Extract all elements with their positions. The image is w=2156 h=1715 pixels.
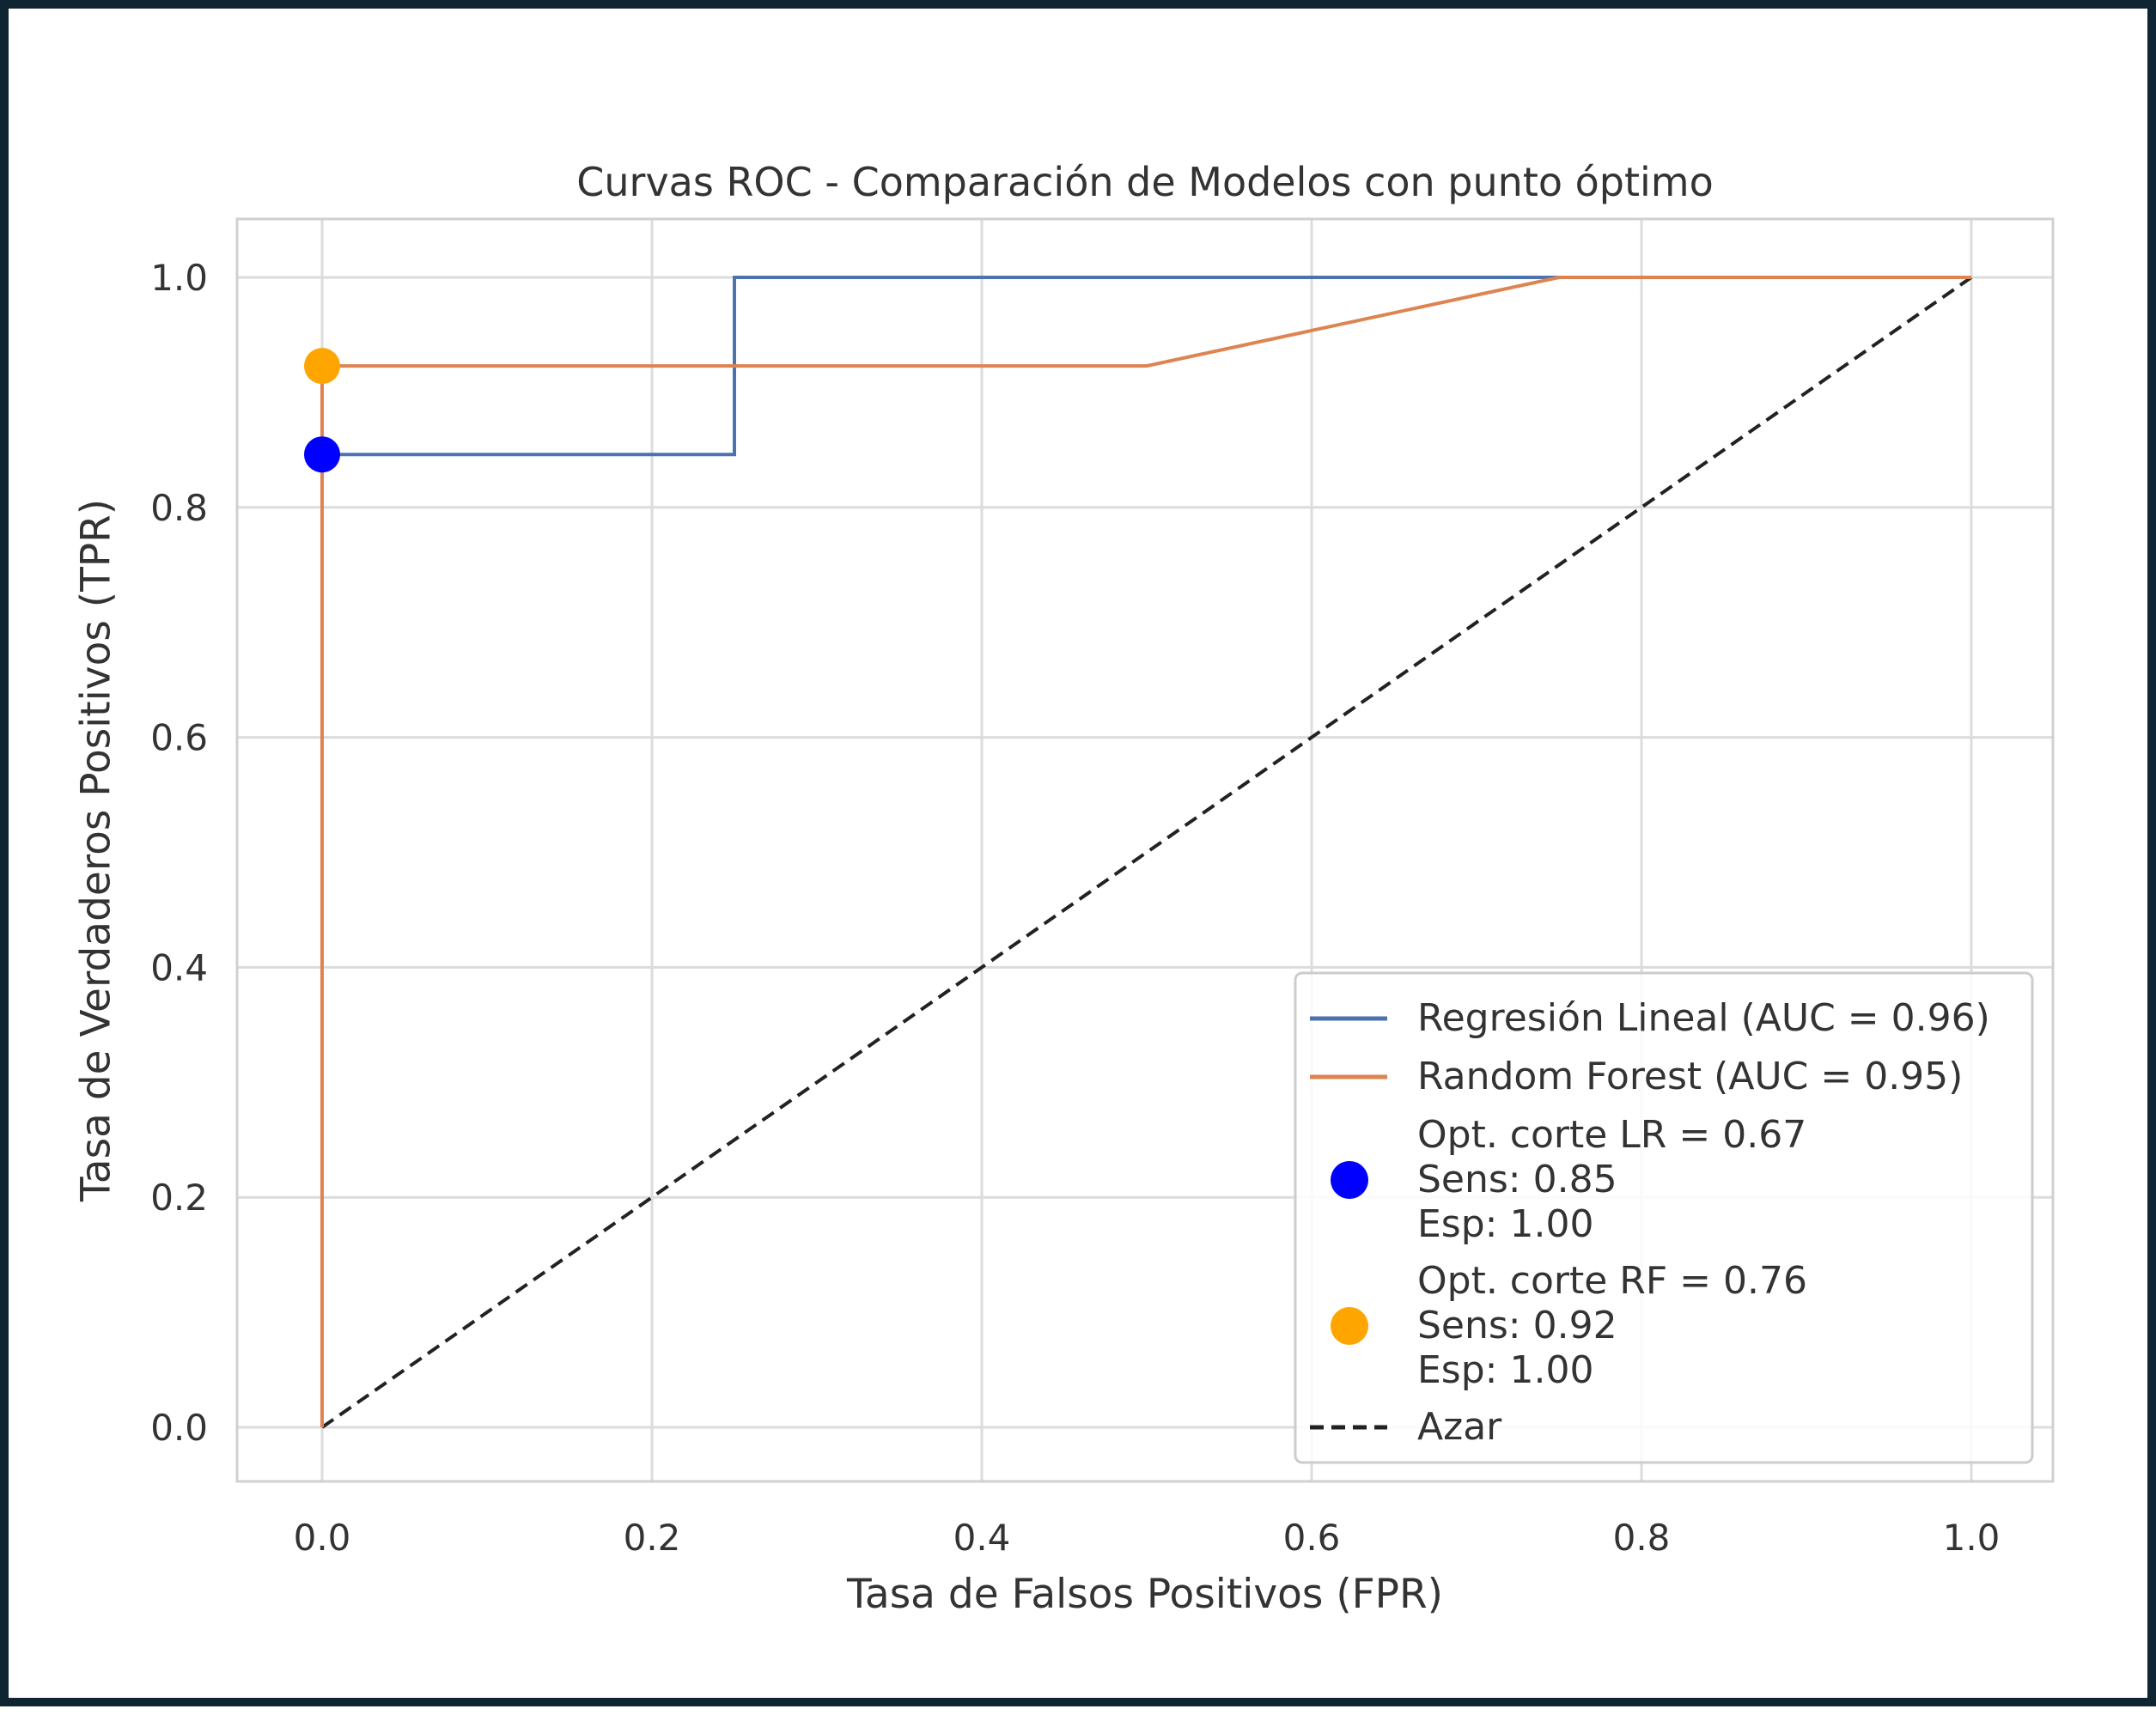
legend-entry-line: Regresión Lineal (AUC = 0.96) <box>1417 996 1990 1040</box>
y-tick-label: 1.0 <box>150 257 208 299</box>
y-tick-label: 0.8 <box>150 487 208 529</box>
legend-entry-label: Opt. corte LR = 0.67 Sens: 0.85 Esp: 1.00 <box>1417 1113 1806 1246</box>
legend-swatch-marker <box>1331 1307 1368 1345</box>
tick-labels: 0.0 0.2 0.4 0.6 0.8 1.0 0.0 0.2 0.4 0.6 0.8 1.0 <box>150 257 2000 1559</box>
y-tick-label: 0.6 <box>150 717 208 759</box>
legend-box <box>1294 971 2034 1464</box>
x-tick-label: 0.6 <box>1283 1517 1341 1559</box>
legend-entry-line: Sens: 0.92 <box>1417 1304 1617 1347</box>
legend-entry-line: Opt. corte LR = 0.67 <box>1417 1113 1806 1157</box>
legend-entry-label: Azar <box>1417 1405 1502 1449</box>
series <box>304 276 1973 1429</box>
y-tick-label: 0.2 <box>150 1177 208 1219</box>
legend-entry-line: Esp: 1.00 <box>1417 1348 1593 1392</box>
x-tick-label: 1.0 <box>1943 1517 2001 1559</box>
y-tick-label: 0.4 <box>150 946 208 988</box>
legend: Regresión Lineal (AUC = 0.96) Random Fore… <box>1294 971 2034 1464</box>
x-tick-label: 0.4 <box>953 1517 1011 1559</box>
legend-entry-line: Esp: 1.00 <box>1417 1202 1593 1246</box>
legend-entry-label: Random Forest (AUC = 0.95) <box>1417 1055 1963 1098</box>
x-tick-label: 0.8 <box>1613 1517 1671 1559</box>
legend-entry-label: Opt. corte RF = 0.76 Sens: 0.92 Esp: 1.00 <box>1417 1259 1807 1392</box>
roc-chart: 0.0 0.2 0.4 0.6 0.8 1.0 0.0 0.2 0.4 0.6 0.8 1.0 Cur… <box>73 159 2055 1618</box>
optimal-point-marker <box>304 436 340 473</box>
legend-entry-line: Sens: 0.85 <box>1417 1158 1617 1201</box>
chart-title: Curvas ROC - Comparación de Modelos con … <box>576 159 1713 205</box>
legend-swatch-marker <box>1331 1161 1368 1199</box>
grid <box>237 219 2053 1481</box>
optimal-point-marker <box>304 348 340 385</box>
plot-area <box>235 217 2055 1483</box>
roc-curve-line <box>320 276 1971 1427</box>
legend-entry-label: Regresión Lineal (AUC = 0.96) <box>1417 996 1990 1040</box>
legend-entry-line: Azar <box>1417 1405 1502 1449</box>
x-axis-label: Tasa de Falsos Positivos (FPR) <box>846 1571 1443 1618</box>
legend-entry-line: Opt. corte RF = 0.76 <box>1417 1259 1807 1303</box>
y-tick-label: 0.0 <box>150 1407 208 1449</box>
x-tick-label: 0.2 <box>624 1517 681 1559</box>
random-baseline-line <box>320 276 1973 1429</box>
legend-entry-line: Random Forest (AUC = 0.95) <box>1417 1055 1963 1098</box>
x-tick-label: 0.0 <box>294 1517 351 1559</box>
y-axis-label: Tasa de Verdaderos Positivos (TPR) <box>73 499 120 1202</box>
